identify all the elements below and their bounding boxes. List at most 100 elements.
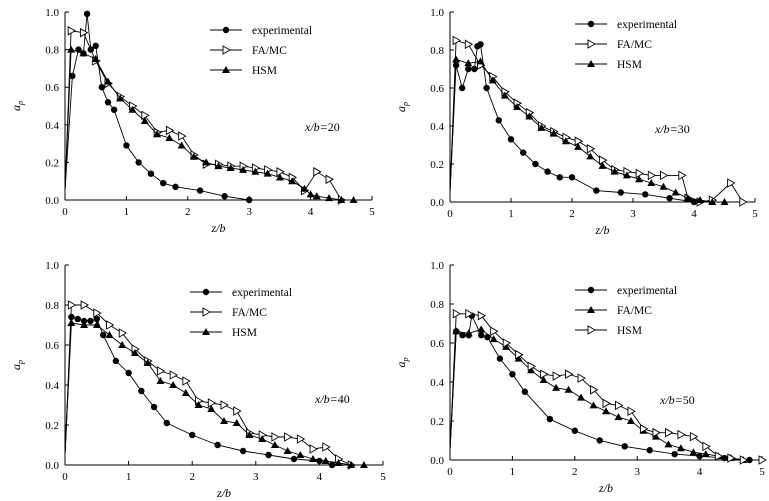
data-point [714,451,724,461]
data-point [79,27,89,38]
data-point [564,385,573,393]
series-line [449,313,762,461]
data-point [502,342,511,350]
data-point [169,381,178,388]
data-point [202,158,211,166]
data-point [532,160,539,168]
data-point [459,332,466,339]
data-point [288,177,297,185]
data-point [140,117,149,125]
data-point [549,129,558,137]
data-point [334,459,343,466]
legend-entry: FA/MC [210,45,287,57]
data-point [702,441,711,452]
legend-label: HSM [617,325,642,337]
data-point [220,400,229,410]
data-point [207,398,217,408]
series-fa-mc [64,26,347,205]
series-experimental [449,312,753,464]
data-point [464,39,474,50]
data-point [621,443,628,450]
data-point [476,57,485,65]
data-point [537,123,546,131]
x-tick-label: 3 [246,206,252,218]
data-point [452,55,461,63]
x-tick-label: 5 [759,466,765,478]
y-tick-label: 0.8 [430,45,444,57]
data-point [181,389,190,396]
data-point [325,174,334,185]
data-point [239,165,248,173]
data-point [104,99,112,106]
data-point [490,326,499,337]
data-point [627,406,636,417]
data-point [465,65,472,73]
data-point [489,335,498,343]
panel-2: 0.0 0.2 0.4 0.6 0.8 1.0 0 1 2 3 4 5 z/b ap experimenta… [394,7,758,237]
data-point [477,325,486,333]
data-point [258,435,267,442]
data-point [312,192,321,200]
y-tick-label: 0.6 [430,338,444,350]
data-point [500,91,509,99]
legend-entry: HSM [575,59,642,71]
x-tick-label: 3 [634,466,640,478]
data-point [488,76,497,84]
data-point [452,308,462,319]
data-point [758,455,767,465]
legend-entry: FA/MC [575,305,652,317]
data-point [245,431,254,438]
x-tick-label: 5 [369,206,375,218]
data-point [552,371,561,381]
data-point [639,424,649,434]
data-point [478,332,485,339]
data-point [265,451,272,459]
data-point [80,321,89,328]
data-point [296,451,305,458]
data-point [571,427,578,434]
data-point [147,170,155,177]
data-point [135,159,142,166]
data-point [283,447,292,454]
data-point [194,401,203,408]
data-point [156,366,166,376]
legend-entry: HSM [575,325,642,337]
series-hsm [449,308,767,465]
legend-label: HSM [232,327,257,339]
data-point [495,117,502,124]
data-point [83,10,91,18]
data-point [471,65,478,73]
legend-entry: HSM [210,65,277,77]
data-point [689,448,698,456]
panel-annotation: x/b=30 [654,122,690,136]
y-axis-label: ap [9,360,25,370]
data-point [635,175,644,183]
data-point [232,419,241,426]
x-tick-label: 4 [691,208,697,220]
series-experimental [64,313,336,469]
x-tick-label: 5 [752,208,758,220]
data-point [87,317,94,325]
data-point [708,198,717,205]
legend-entry: experimental [575,285,677,297]
data-point [67,45,76,53]
series-fa-mc [449,35,748,207]
legend-label: HSM [617,59,642,71]
data-point [651,432,660,440]
data-point [98,84,106,91]
data-point [671,188,680,196]
panel-annotation: x/b=40 [314,392,350,406]
series-hsm [64,319,368,468]
data-point [590,385,599,395]
data-point [546,415,554,423]
legend-marker [222,26,230,34]
data-point [589,401,598,409]
panel-3: 0.0 0.2 0.4 0.6 0.8 1.0 0 1 2 3 4 5 z/b ap experimenta… [9,260,386,500]
data-point [74,315,81,323]
data-point [313,167,322,177]
data-point [128,105,137,113]
data-point [160,179,167,187]
data-point [321,457,330,464]
data-point [739,455,749,465]
data-point [568,174,576,181]
